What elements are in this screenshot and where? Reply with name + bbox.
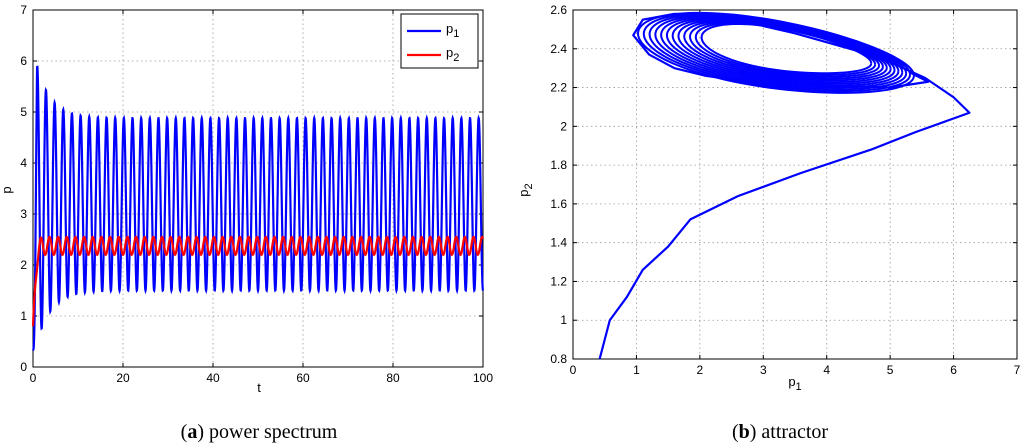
x-tick-label: 5: [887, 363, 894, 377]
y-tick-label: 2: [20, 258, 27, 272]
y-tick-label: 2.6: [550, 3, 567, 17]
x-tick-label: 6: [950, 363, 957, 377]
y-tick-label: 0: [20, 360, 27, 374]
y-tick-label: 1.2: [550, 274, 567, 288]
y-tick-label: 1.8: [550, 158, 567, 172]
panel-a-caption: (a) power spectrum: [181, 421, 338, 443]
panel-b-series: [598, 11, 971, 360]
y-tick-label: 2.4: [550, 42, 567, 56]
y-tick-label: 1.4: [550, 236, 567, 250]
legend-label-p2: p2: [446, 45, 459, 64]
panel-a-ticks: 0 20 40 60 80 100 0 1 2 3 4 5 6 7: [20, 3, 493, 385]
panel-a-power-spectrum: 0 20 40 60 80 100 0 1 2 3 4 5 6 7 t p p1 p2 (a) power…: [0, 3, 493, 443]
y-tick-label: 2.2: [550, 81, 567, 95]
legend-label-p1: p1: [446, 21, 459, 40]
y-tick-label: 3: [20, 207, 27, 221]
y-tick-label: 2: [560, 119, 567, 133]
x-tick-label: 2: [697, 363, 704, 377]
panel-b-plot-frame: [572, 9, 1018, 360]
panel-a-plot-frame: [32, 9, 484, 368]
y-tick-label: 1: [560, 313, 567, 327]
y-tick-label: 7: [20, 3, 27, 17]
attractor-transient-line: [598, 12, 971, 360]
panel-b-ylabel: p2: [516, 183, 535, 196]
panel-a-xlabel: t: [257, 380, 261, 395]
x-tick-label: 7: [1014, 363, 1021, 377]
y-tick-label: 1: [20, 309, 27, 323]
x-tick-label: 3: [760, 363, 767, 377]
series-p2-line: [31, 235, 485, 327]
y-tick-label: 1.6: [550, 197, 567, 211]
panel-a-legend: p1 p2: [400, 13, 479, 69]
panel-b-caption: (b) attractor: [732, 421, 828, 443]
x-tick-label: 40: [206, 371, 220, 385]
x-tick-label: 80: [386, 371, 400, 385]
x-tick-label: 100: [473, 371, 493, 385]
y-tick-label: 0.8: [550, 352, 567, 366]
x-tick-label: 20: [116, 371, 130, 385]
x-tick-label: 0: [30, 371, 37, 385]
x-tick-label: 0: [570, 363, 577, 377]
x-tick-label: 4: [823, 363, 830, 377]
x-tick-label: 60: [296, 371, 310, 385]
panel-a-series: [31, 65, 485, 352]
y-tick-label: 5: [20, 105, 27, 119]
y-tick-label: 4: [20, 156, 27, 170]
panel-a-ylabel: p: [0, 186, 14, 193]
y-tick-label: 6: [20, 54, 27, 68]
panel-b-grid: [573, 10, 1017, 359]
panel-b-ticks: 0 1 2 3 4 5 6 7 0.8 1 1.2 1.4 1.6 1.8 2 2.2 2.4 2.6: [550, 3, 1020, 377]
x-tick-label: 1: [633, 363, 640, 377]
series-p1-line: [31, 65, 485, 352]
attractor-loop: [700, 22, 873, 75]
panel-b-attractor: 0 1 2 3 4 5 6 7 0.8 1 1.2 1.4 1.6 1.8 2 2.2 2.4 2.6 p1 p2…: [516, 3, 1021, 443]
panel-b-xlabel: p1: [788, 374, 801, 393]
legend-box: [400, 13, 479, 69]
